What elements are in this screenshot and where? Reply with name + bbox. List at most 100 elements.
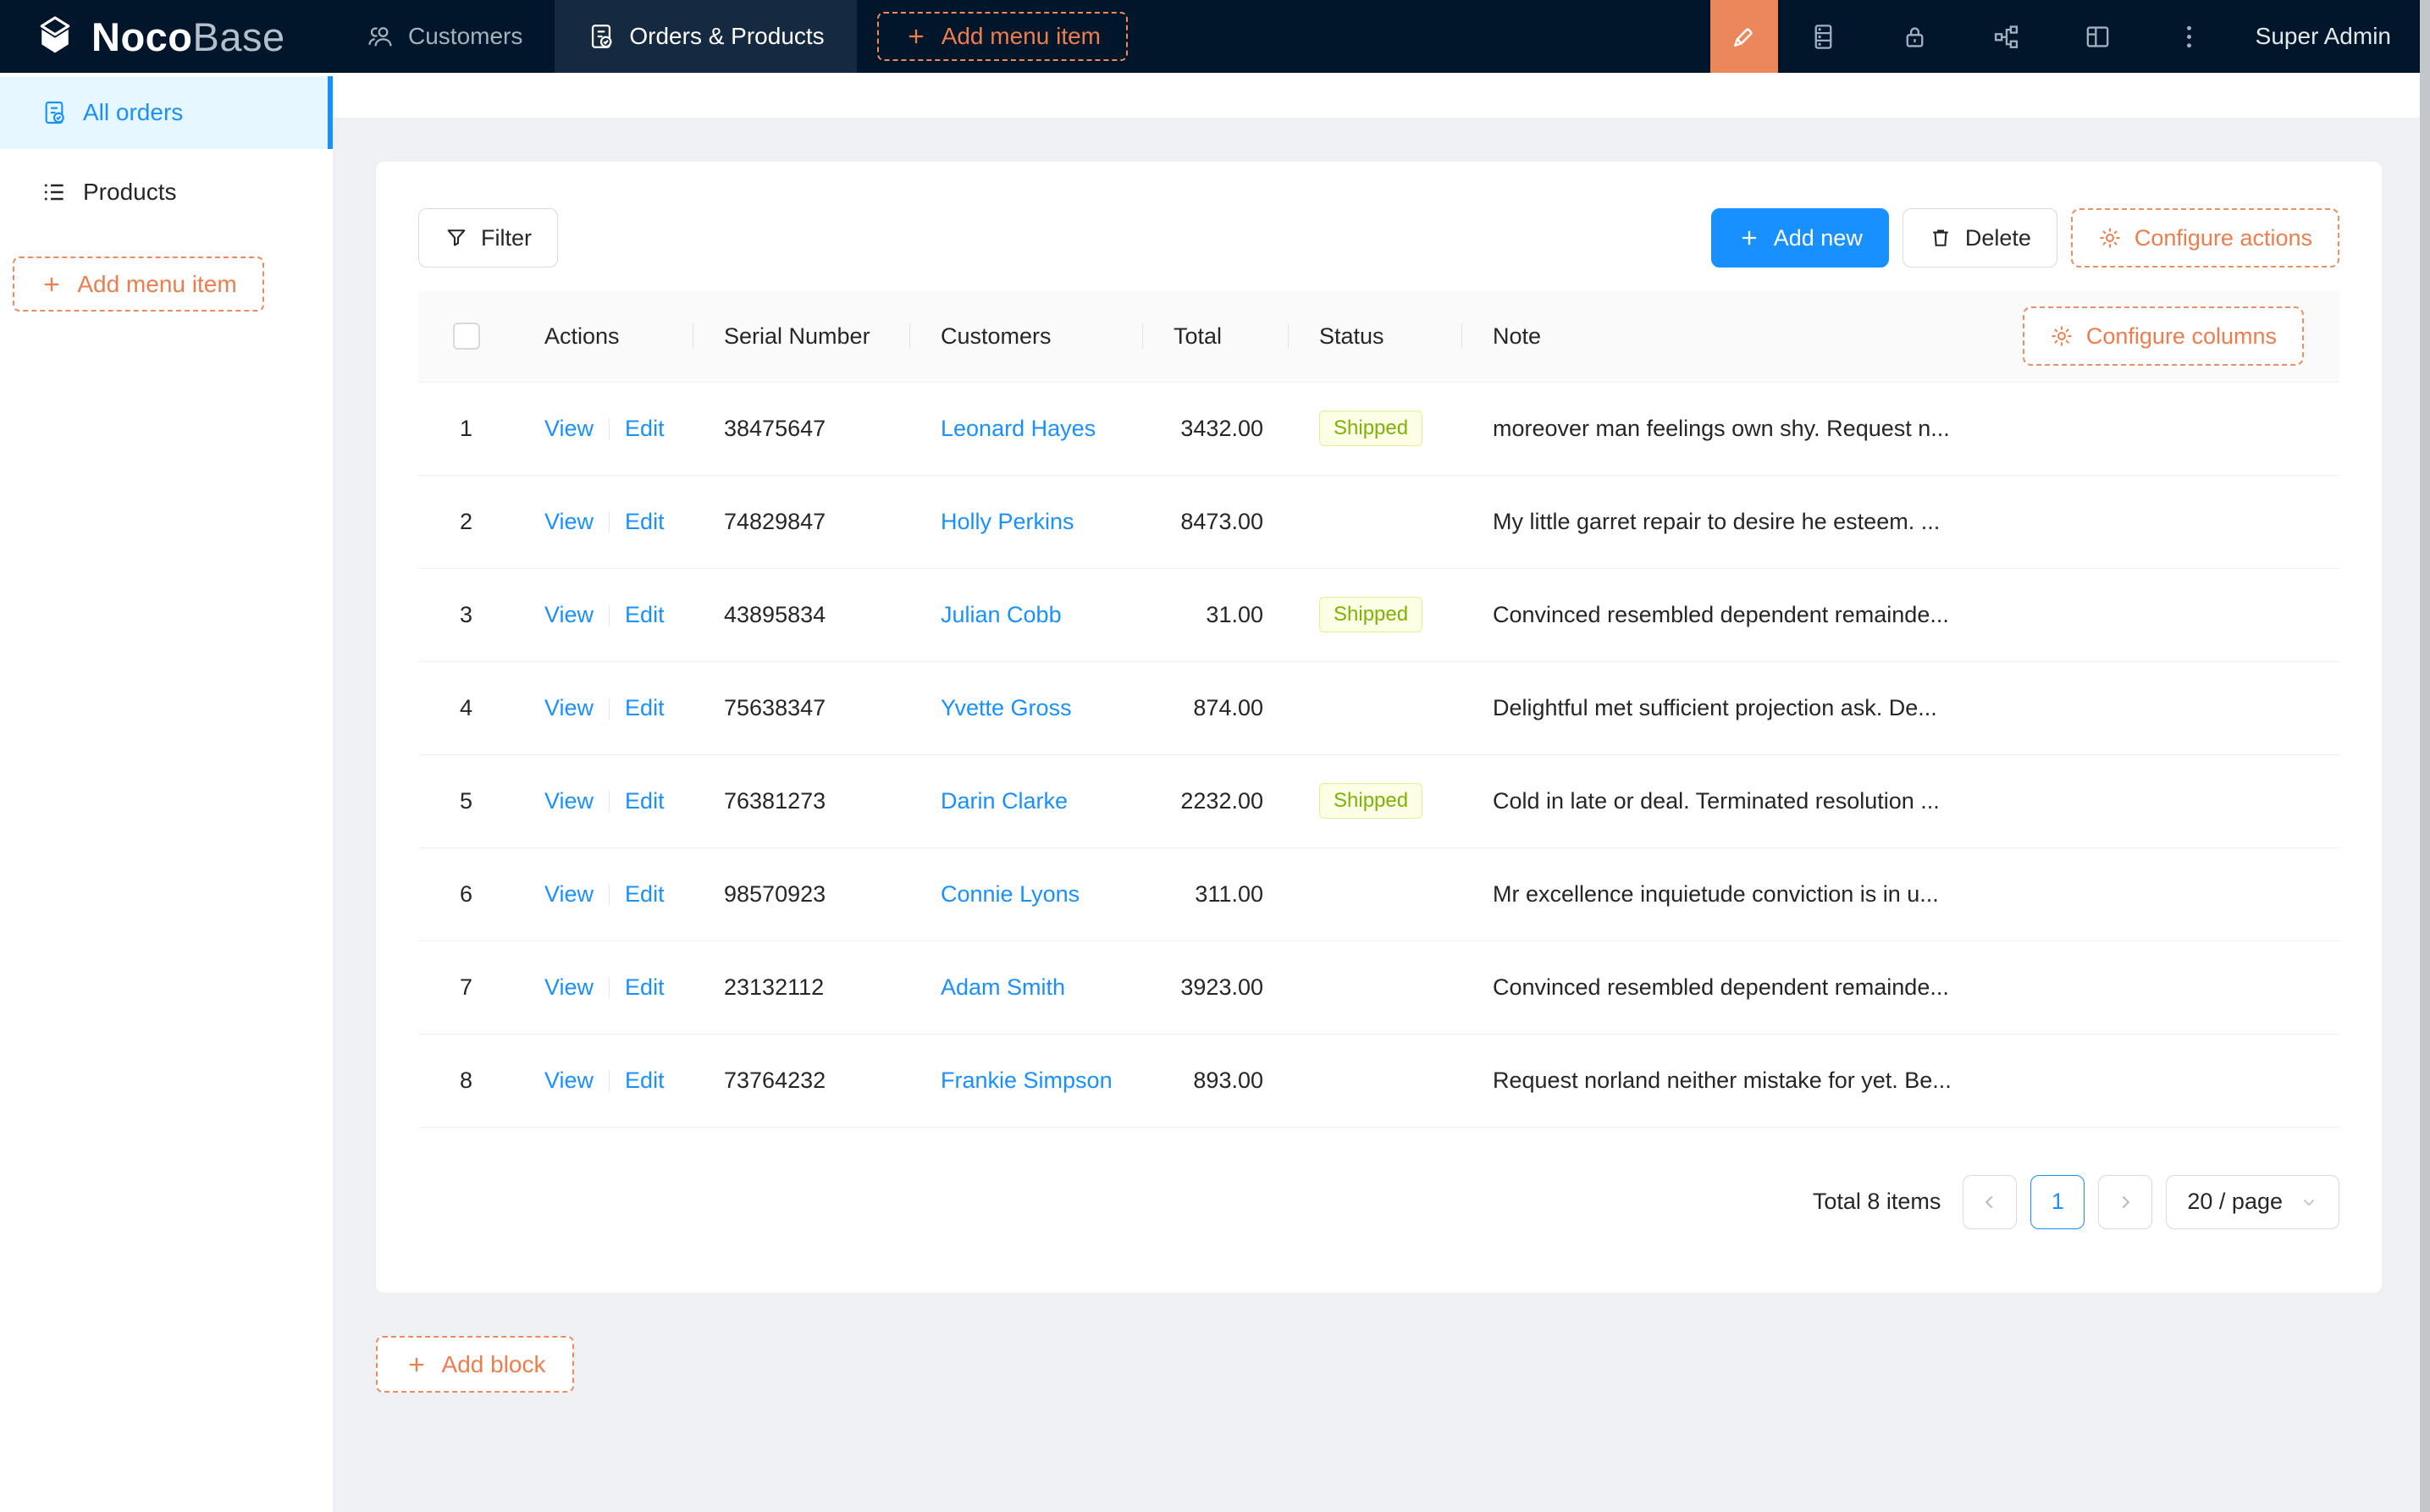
row-index-cell: 4 (418, 661, 514, 755)
row-tail-cell (1986, 382, 2339, 476)
sidebar: All orders Products Add menu item (0, 73, 334, 1512)
actions-divider (609, 1069, 610, 1092)
plus-icon (908, 29, 923, 44)
status-cell (1289, 847, 1462, 941)
select-all-checkbox[interactable] (452, 323, 480, 350)
user-menu[interactable]: Super Admin (2255, 23, 2391, 49)
add-new-button[interactable]: Add new (1710, 208, 1889, 268)
table-row: 1 View Edit 38475647 Leonard Hayes 3432.00 Shi… (418, 382, 2339, 476)
customer-link[interactable]: Connie Lyons (941, 880, 1080, 907)
row-index-cell: 7 (418, 941, 514, 1035)
nav-tab-label: Orders & Products (629, 23, 825, 49)
serial-number-cell: 74829847 (693, 475, 910, 569)
logo-text: NocoBase (91, 14, 285, 59)
total-cell: 3432.00 (1143, 382, 1289, 476)
order-doc-icon (592, 25, 612, 48)
customer-link[interactable]: Frankie Simpson (941, 1067, 1113, 1093)
plugin-settings-button[interactable] (2052, 0, 2144, 73)
pagination: Total 8 items 1 20 / page (418, 1174, 2339, 1229)
customer-link[interactable]: Darin Clarke (941, 787, 1069, 814)
delete-button[interactable]: Delete (1902, 208, 2057, 268)
nocobase-logo[interactable]: NocoBase (0, 0, 334, 73)
plus-icon (409, 1357, 423, 1371)
edit-link[interactable]: Edit (625, 787, 665, 814)
note-cell: Cold in late or deal. Terminated resolut… (1462, 754, 1986, 848)
customer-link[interactable]: Julian Cobb (941, 601, 1062, 627)
note-cell: moreover man feelings own shy. Request n… (1462, 382, 1986, 476)
status-badge: Shipped (1319, 783, 1423, 819)
lock-icon (1906, 26, 1924, 47)
customer-link[interactable]: Adam Smith (941, 974, 1066, 1000)
edit-link[interactable]: Edit (625, 974, 665, 1000)
status-cell (1289, 475, 1462, 569)
total-cell: 2232.00 (1143, 754, 1289, 848)
main-area: All orders Filter Add new (334, 0, 2430, 1439)
table-row: 6 View Edit 98570923 Connie Lyons 311.00 Mr ex… (418, 847, 2339, 941)
chevron-right-icon (2122, 1195, 2130, 1208)
view-link[interactable]: View (544, 508, 594, 534)
view-link[interactable]: View (544, 601, 594, 627)
edit-link[interactable]: Edit (625, 601, 665, 627)
nav-tab-orders-products[interactable]: Orders & Products (555, 0, 857, 73)
row-actions-cell: View Edit (514, 754, 693, 848)
topbar-add-menu-item-button[interactable]: Add menu item (876, 12, 1129, 61)
filter-button[interactable]: Filter (418, 208, 558, 268)
permissions-button[interactable] (1869, 0, 1961, 73)
note-cell: Delightful met sufficient projection ask… (1462, 661, 1986, 755)
note-cell: Convinced resembled dependent remainde..… (1462, 941, 1986, 1035)
status-cell (1289, 661, 1462, 755)
sidebar-item-label: All orders (83, 99, 184, 125)
edit-link[interactable]: Edit (625, 415, 665, 441)
edit-link[interactable]: Edit (625, 694, 665, 720)
customer-link[interactable]: Holly Perkins (941, 508, 1074, 534)
edit-link[interactable]: Edit (625, 880, 665, 907)
status-cell: Shipped (1289, 382, 1462, 476)
page-size-select[interactable]: 20 / page (2166, 1174, 2339, 1229)
actions-divider (609, 417, 610, 440)
note-cell: Request norland neither mistake for yet.… (1462, 1034, 1986, 1128)
view-link[interactable]: View (544, 694, 594, 720)
view-link[interactable]: View (544, 1067, 594, 1093)
total-cell: 311.00 (1143, 847, 1289, 941)
edit-link[interactable]: Edit (625, 1067, 665, 1093)
add-block-button[interactable]: Add block (376, 1336, 574, 1393)
view-link[interactable]: View (544, 974, 594, 1000)
status-badge: Shipped (1319, 411, 1423, 446)
row-actions-cell: View Edit (514, 382, 693, 476)
view-link[interactable]: View (544, 415, 594, 441)
collections-button[interactable] (1778, 0, 1869, 73)
customer-link[interactable]: Leonard Hayes (941, 415, 1096, 441)
pagination-page-1[interactable]: 1 (2030, 1174, 2085, 1229)
customer-link[interactable]: Yvette Gross (941, 694, 1072, 720)
column-header-serial-number: Serial Number (693, 291, 910, 383)
edit-link[interactable]: Edit (625, 508, 665, 534)
ui-editor-button[interactable] (1709, 0, 1778, 73)
gear-icon (2052, 326, 2072, 346)
more-ellipsis-icon (2187, 25, 2192, 47)
topbar-right-cluster: Super Admin (1709, 0, 2430, 73)
sidebar-item-products[interactable]: Products (0, 156, 333, 229)
customer-cell: Leonard Hayes (910, 382, 1143, 476)
sidebar-item-all-orders[interactable]: All orders (0, 76, 333, 149)
team-icon (368, 27, 392, 47)
list-icon (44, 184, 64, 201)
configure-actions-button[interactable]: Configure actions (2070, 208, 2339, 268)
serial-number-cell: 73764232 (693, 1034, 910, 1128)
view-link[interactable]: View (544, 787, 594, 814)
table-row: 8 View Edit 73764232 Frankie Simpson 893.00 Re… (418, 1034, 2339, 1128)
workflow-button[interactable] (1961, 0, 2052, 73)
plus-icon (1742, 230, 1756, 246)
table-row: 2 View Edit 74829847 Holly Perkins 8473.00 My … (418, 475, 2339, 569)
sidebar-add-menu-item-button[interactable]: Add menu item (13, 257, 264, 312)
trash-icon (1933, 229, 1948, 246)
nav-tab-customers[interactable]: Customers (334, 0, 555, 73)
pagination-prev-button[interactable] (1963, 1174, 2018, 1229)
configure-columns-button[interactable]: Configure columns (2022, 306, 2304, 367)
vertical-scrollbar[interactable] (2420, 0, 2430, 1512)
view-link[interactable]: View (544, 880, 594, 907)
more-actions-button[interactable] (2144, 0, 2235, 73)
pagination-next-button[interactable] (2098, 1174, 2153, 1229)
filter-icon (447, 229, 466, 246)
content-area: Filter Add new Delete (334, 118, 2430, 1439)
table-header: Actions Serial Number Customers Total St… (418, 291, 2339, 383)
